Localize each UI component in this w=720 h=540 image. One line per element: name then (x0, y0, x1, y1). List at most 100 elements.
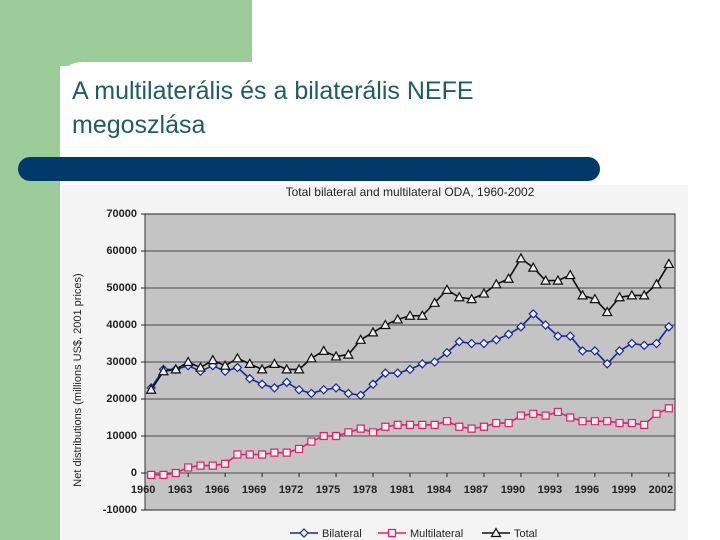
diamond-marker (232, 362, 243, 373)
y-tick-label: 70000 (106, 208, 137, 220)
diamond-marker (392, 368, 403, 378)
square-marker (652, 409, 661, 418)
triangle-marker (564, 269, 576, 280)
square-marker (159, 470, 168, 479)
square-marker (331, 431, 341, 441)
diamond-marker (294, 384, 304, 395)
green-topblock (0, 0, 252, 66)
legend-label: Total (514, 528, 537, 540)
slide-title: A multilaterális és a bilaterális NEFE me… (72, 77, 474, 139)
triangle-marker (207, 354, 219, 365)
x-tick-label: 1981 (390, 484, 414, 496)
triangle-marker (441, 284, 453, 294)
triangle-marker (650, 278, 663, 289)
x-tick-label: 1978 (353, 484, 377, 496)
square-marker (455, 422, 464, 431)
triangle-marker (453, 291, 465, 302)
x-tick-label: 1993 (538, 484, 562, 496)
triangle-marker (268, 358, 280, 368)
square-marker (184, 463, 193, 472)
triangle-marker (392, 313, 404, 324)
triangle-marker (157, 365, 170, 376)
triangle-marker (638, 289, 650, 300)
x-tick-label: 2002 (649, 484, 673, 496)
square-marker (492, 418, 501, 428)
y-tick-label: 10000 (106, 430, 137, 442)
square-marker (196, 461, 205, 470)
diamond-marker (590, 346, 600, 356)
plot: 70000 60000 50000 40000 30000 20000 10000 0 -100… (103, 208, 676, 540)
triangle-marker (281, 363, 293, 374)
x-tick-label: 1975 (316, 484, 340, 496)
x-tick-label: 1996 (575, 484, 599, 496)
square-marker (171, 468, 180, 478)
diamond-marker (627, 338, 637, 349)
diamond-marker (405, 364, 415, 375)
square-marker (541, 411, 550, 420)
square-marker (529, 409, 538, 418)
diamond-marker (368, 379, 378, 390)
diamond-marker (269, 383, 280, 393)
triangle-marker (145, 384, 157, 394)
diamond-marker (614, 346, 625, 356)
diamond-marker (257, 379, 267, 390)
square-marker (270, 448, 279, 457)
x-tick-label: 1963 (168, 484, 192, 496)
diamond-marker (565, 331, 576, 341)
triangle-marker (219, 359, 231, 370)
diamond-marker (491, 334, 502, 345)
square-marker (147, 470, 156, 479)
legend-marker (490, 527, 502, 538)
square-marker (504, 418, 513, 428)
triangle-marker (318, 345, 330, 355)
y-tick-label: 0 (131, 467, 137, 479)
y-tick-label: 30000 (106, 356, 137, 368)
square-marker (356, 424, 365, 433)
square-marker (467, 424, 476, 433)
triangle-marker (663, 258, 675, 269)
square-marker (442, 417, 452, 426)
triangle-marker (527, 261, 539, 272)
divider-bar (18, 157, 600, 181)
diamond-marker (528, 309, 539, 319)
triangle-marker (577, 289, 589, 300)
square-marker (282, 448, 291, 457)
y-tick-label: 50000 (106, 282, 137, 294)
diamond-marker (417, 359, 428, 369)
triangle-marker (589, 293, 601, 304)
triangle-marker (503, 273, 515, 283)
diamond-marker (540, 320, 551, 330)
triangle-marker (515, 252, 527, 263)
square-marker (603, 417, 612, 426)
square-marker (664, 404, 673, 413)
chart-title: Total bilateral and multilateral ODA, 19… (286, 185, 535, 199)
square-marker (381, 422, 390, 431)
triangle-marker (244, 358, 256, 368)
square-marker (640, 420, 649, 429)
square-marker (307, 437, 316, 446)
square-marker (553, 407, 563, 417)
x-tick-label: 1987 (464, 484, 488, 496)
series (147, 404, 673, 479)
square-marker (578, 417, 587, 426)
square-marker (319, 431, 328, 441)
triangle-marker (194, 361, 206, 372)
diamond-marker (331, 383, 341, 393)
square-marker (294, 444, 304, 454)
square-marker (627, 418, 636, 428)
series (145, 252, 675, 394)
triangle-marker (552, 274, 564, 285)
x-tick-label: 1960 (131, 484, 155, 496)
x-tick-label: 1984 (427, 484, 452, 496)
legend-label: Multilateral (410, 528, 463, 540)
triangle-marker (614, 291, 626, 302)
legend-label: Bilateral (322, 528, 362, 540)
legend-marker (387, 528, 397, 538)
triangle-marker (293, 363, 305, 374)
triangle-marker (182, 356, 194, 367)
diamond-marker (503, 329, 514, 340)
diamond-marker (651, 338, 662, 349)
x-tick-label: 1966 (205, 484, 229, 496)
diamond-marker (553, 331, 563, 341)
